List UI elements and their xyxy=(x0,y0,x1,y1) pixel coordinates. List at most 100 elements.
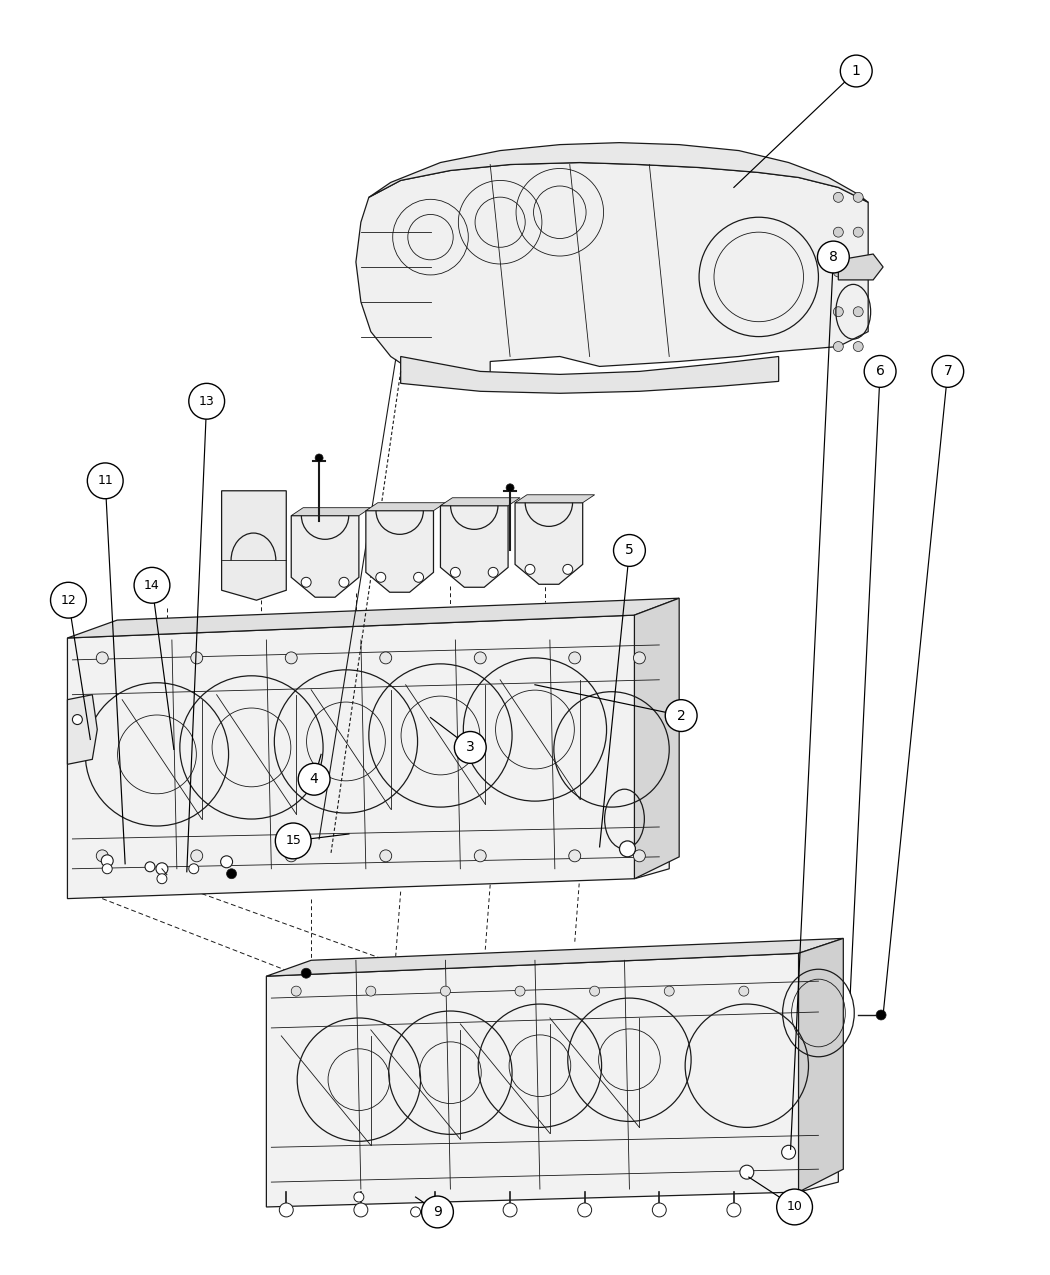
Circle shape xyxy=(864,356,896,388)
Circle shape xyxy=(834,266,843,277)
Circle shape xyxy=(428,1204,442,1216)
Circle shape xyxy=(191,850,203,862)
Circle shape xyxy=(301,968,311,978)
Polygon shape xyxy=(440,497,520,506)
Text: 10: 10 xyxy=(786,1201,802,1214)
Polygon shape xyxy=(516,502,583,584)
Circle shape xyxy=(134,567,170,603)
Text: 4: 4 xyxy=(310,773,318,787)
Circle shape xyxy=(189,384,225,419)
Circle shape xyxy=(87,463,123,499)
Circle shape xyxy=(475,850,486,862)
Circle shape xyxy=(156,863,168,875)
Circle shape xyxy=(102,863,112,873)
Text: 12: 12 xyxy=(61,594,77,607)
Circle shape xyxy=(834,193,843,203)
Circle shape xyxy=(488,567,498,578)
Circle shape xyxy=(727,1204,741,1216)
Polygon shape xyxy=(291,515,359,597)
Circle shape xyxy=(777,1190,813,1225)
Polygon shape xyxy=(634,598,679,878)
Polygon shape xyxy=(799,938,843,1192)
Text: 1: 1 xyxy=(852,64,861,78)
Circle shape xyxy=(189,863,198,873)
Circle shape xyxy=(475,652,486,664)
Circle shape xyxy=(569,652,581,664)
Circle shape xyxy=(279,1204,293,1216)
Circle shape xyxy=(613,534,646,566)
Text: 7: 7 xyxy=(943,365,952,379)
Circle shape xyxy=(275,824,311,859)
Circle shape xyxy=(590,986,600,996)
Circle shape xyxy=(50,583,86,618)
Text: 9: 9 xyxy=(433,1205,442,1219)
Circle shape xyxy=(97,850,108,862)
Circle shape xyxy=(516,986,525,996)
Circle shape xyxy=(876,1010,886,1020)
Polygon shape xyxy=(365,511,434,593)
Circle shape xyxy=(792,1204,805,1216)
Polygon shape xyxy=(365,502,445,511)
Polygon shape xyxy=(267,954,838,1207)
Circle shape xyxy=(298,764,330,796)
Circle shape xyxy=(421,1196,454,1228)
Circle shape xyxy=(414,572,423,583)
Polygon shape xyxy=(516,495,594,502)
Polygon shape xyxy=(67,598,679,638)
Circle shape xyxy=(740,1165,754,1179)
Circle shape xyxy=(854,342,863,352)
Circle shape xyxy=(818,241,849,273)
Circle shape xyxy=(578,1204,591,1216)
Polygon shape xyxy=(369,143,868,203)
Circle shape xyxy=(440,986,450,996)
Polygon shape xyxy=(838,254,883,280)
Circle shape xyxy=(315,454,323,462)
Circle shape xyxy=(834,227,843,237)
Circle shape xyxy=(633,652,646,664)
Circle shape xyxy=(286,652,297,664)
Text: 3: 3 xyxy=(466,741,475,755)
Circle shape xyxy=(291,986,301,996)
Circle shape xyxy=(525,565,534,574)
Circle shape xyxy=(365,986,376,996)
Circle shape xyxy=(854,193,863,203)
Text: 15: 15 xyxy=(286,834,301,848)
Circle shape xyxy=(380,850,392,862)
Circle shape xyxy=(156,873,167,884)
Circle shape xyxy=(834,342,843,352)
Circle shape xyxy=(633,850,646,862)
Circle shape xyxy=(411,1207,421,1216)
Text: 5: 5 xyxy=(625,543,634,557)
Polygon shape xyxy=(440,506,508,588)
Text: 13: 13 xyxy=(198,395,214,408)
Circle shape xyxy=(854,227,863,237)
Circle shape xyxy=(854,307,863,316)
Circle shape xyxy=(301,578,311,588)
Circle shape xyxy=(834,307,843,316)
Circle shape xyxy=(145,862,155,872)
Circle shape xyxy=(450,567,460,578)
Circle shape xyxy=(840,55,873,87)
Circle shape xyxy=(72,714,82,724)
Circle shape xyxy=(339,578,349,588)
Circle shape xyxy=(931,356,964,388)
Polygon shape xyxy=(67,615,669,899)
Circle shape xyxy=(455,732,486,764)
Circle shape xyxy=(376,572,385,583)
Circle shape xyxy=(354,1192,364,1202)
Circle shape xyxy=(652,1204,667,1216)
Circle shape xyxy=(380,652,392,664)
Circle shape xyxy=(503,1204,517,1216)
Circle shape xyxy=(739,986,749,996)
Circle shape xyxy=(97,652,108,664)
Polygon shape xyxy=(267,938,843,977)
Polygon shape xyxy=(356,162,868,376)
Text: 14: 14 xyxy=(144,579,160,592)
Circle shape xyxy=(563,565,572,574)
Circle shape xyxy=(506,483,514,492)
Polygon shape xyxy=(291,507,371,515)
Circle shape xyxy=(220,856,232,868)
Circle shape xyxy=(666,700,697,732)
Text: 8: 8 xyxy=(828,250,838,264)
Circle shape xyxy=(65,607,76,617)
